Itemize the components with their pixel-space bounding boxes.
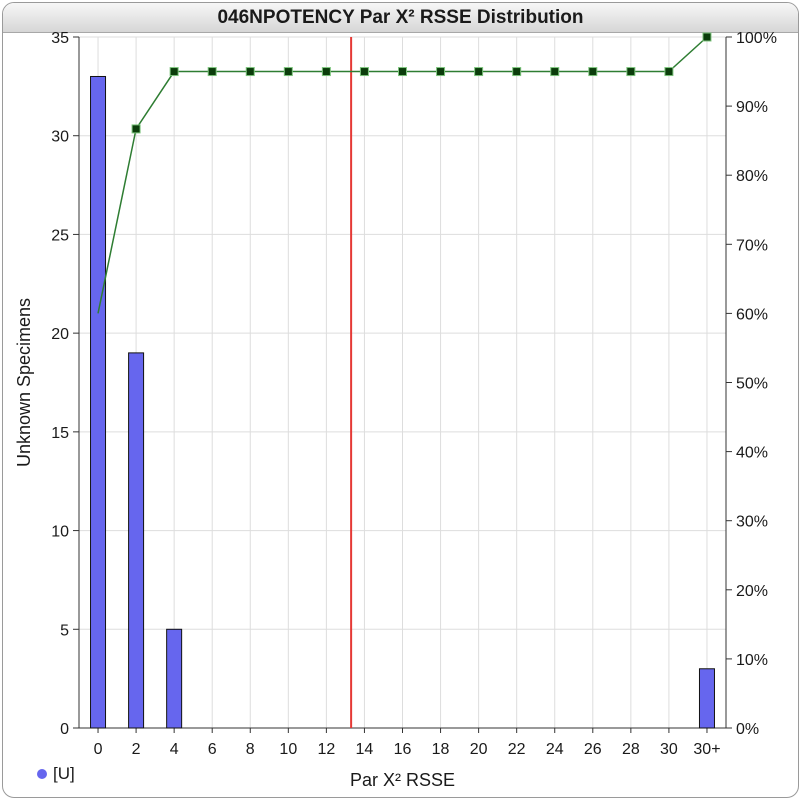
x-tick-label: 12	[317, 741, 335, 758]
cumulative-point	[245, 67, 255, 77]
bar	[128, 352, 145, 729]
y-tick-label: 30	[51, 129, 69, 146]
title-bar: 046NPOTENCY Par X² RSSE Distribution	[3, 3, 798, 33]
x-tick-label: 30+	[693, 741, 720, 758]
bar	[166, 628, 183, 729]
x-tick-label: 14	[356, 741, 374, 758]
y2-tick-label: 0%	[736, 721, 759, 738]
x-tick-label: 26	[584, 741, 602, 758]
cumulative-point	[321, 67, 331, 77]
cumulative-point	[588, 67, 598, 77]
x-tick-label: 30	[660, 741, 678, 758]
legend: [U]	[37, 764, 75, 784]
cumulative-point	[550, 67, 560, 77]
y2-tick-label: 50%	[736, 376, 768, 393]
y-tick-label: 20	[51, 326, 69, 343]
y-tick-label: 35	[51, 30, 69, 47]
bar	[698, 668, 715, 729]
y-tick-label: 25	[51, 227, 69, 244]
y-tick-label: 10	[51, 524, 69, 541]
cumulative-point	[207, 67, 217, 77]
x-tick-label: 10	[279, 741, 297, 758]
cumulative-point	[702, 32, 712, 42]
x-axis-label: Par X² RSSE	[350, 770, 455, 790]
y2-tick-label: 90%	[736, 99, 768, 116]
y-tick-label: 5	[60, 622, 69, 639]
x-tick-label: 16	[394, 741, 412, 758]
legend-label: [U]	[53, 764, 75, 783]
y2-tick-label: 80%	[736, 168, 768, 185]
legend-swatch	[37, 769, 47, 779]
x-tick-label: 18	[432, 741, 450, 758]
y-tick-label: 0	[60, 721, 69, 738]
cumulative-point	[512, 67, 522, 77]
x-tick-label: 28	[622, 741, 640, 758]
cumulative-point	[474, 67, 484, 77]
x-tick-label: 20	[470, 741, 488, 758]
cumulative-point	[359, 67, 369, 77]
cumulative-point	[398, 67, 407, 77]
cumulative-point	[436, 67, 446, 77]
cumulative-point	[664, 67, 674, 77]
y2-tick-label: 20%	[736, 583, 768, 600]
y2-tick-label: 70%	[736, 237, 768, 254]
x-tick-label: 2	[132, 741, 141, 758]
y2-tick-label: 30%	[736, 514, 768, 531]
x-tick-label: 6	[208, 741, 217, 758]
cumulative-point	[169, 67, 179, 77]
chart-title: 046NPOTENCY Par X² RSSE Distribution	[217, 7, 584, 28]
y2-tick-label: 10%	[736, 652, 768, 669]
cumulative-point	[131, 124, 141, 134]
x-tick-label: 4	[170, 741, 179, 758]
y-axis-label: Unknown Specimens	[14, 298, 34, 467]
y2-tick-label: 60%	[736, 306, 768, 323]
x-tick-label: 8	[246, 741, 255, 758]
y2-tick-label: 40%	[736, 445, 768, 462]
x-tick-label: 24	[546, 741, 564, 758]
x-tick-label: 22	[508, 741, 526, 758]
cumulative-point	[626, 67, 636, 77]
bar	[90, 75, 107, 729]
y2-tick-label: 100%	[736, 30, 777, 47]
cumulative-point	[283, 67, 293, 77]
y-tick-label: 15	[51, 425, 69, 442]
x-tick-label: 0	[94, 741, 103, 758]
